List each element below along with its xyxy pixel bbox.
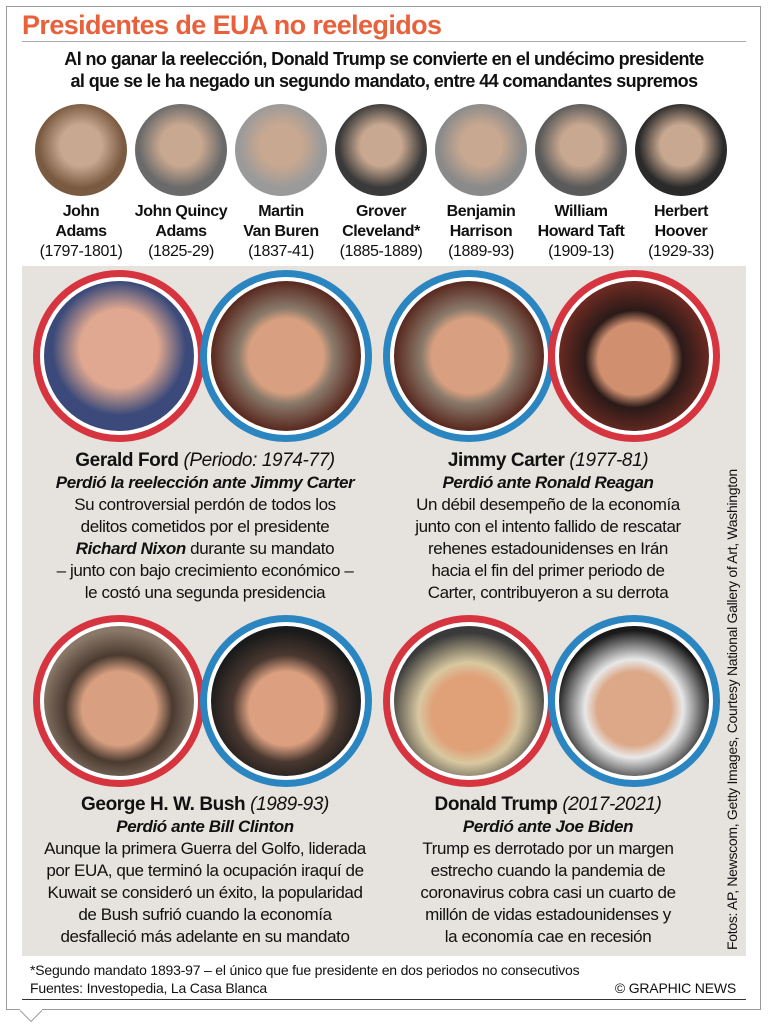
footnote: *Segundo mandato 1893-97 – el único que … <box>30 962 580 978</box>
body-line: Richard Nixon durante su mandato <box>75 539 335 558</box>
frame-tail <box>20 1009 42 1023</box>
body-line: Aunque la primera Guerra del Golfo, lide… <box>44 839 366 858</box>
name-line-2: Hoover <box>654 223 708 240</box>
body-line: Kuwait se consideró un éxito, la popular… <box>47 883 363 902</box>
body-line: Carter, contribuyeron a su derrota <box>427 583 669 602</box>
body-line: le costó una segunda presidencia <box>84 583 326 602</box>
years: (1909-13) <box>548 243 614 260</box>
portrait-early-president <box>635 104 727 196</box>
name-line-1: Martin <box>258 203 304 220</box>
body-line: millón de vidas estadounidenses y <box>425 905 671 924</box>
body-line: desfalleció más adelante en su mandato <box>60 927 350 946</box>
portrait-george-hw-bush <box>33 615 205 787</box>
name-line-2: Van Buren <box>243 223 319 240</box>
lost-to: Perdió la reelección ante Jimmy Carter <box>55 473 355 492</box>
name-line-2: Adams <box>55 223 107 240</box>
early-president-caption: Benjamin Harrison (1889-93) <box>425 202 537 262</box>
sources: Fuentes: Investopedia, La Casa Blanca <box>30 980 267 996</box>
title-rule <box>22 41 746 42</box>
body-line: de Bush sufrió cuando la economía <box>78 905 332 924</box>
period: (2017-2021) <box>562 794 662 815</box>
early-president-caption: Martin Van Buren (1837-41) <box>225 202 337 262</box>
subtitle-line: Al no ganar la reelección, Donald Trump … <box>64 49 704 69</box>
case-text: Gerald Ford (Periodo: 1974-77) Perdió la… <box>30 450 380 604</box>
body-line: – junto con bajo crecimiento económico – <box>56 561 354 580</box>
president-name: Donald Trump <box>434 794 558 815</box>
case-text: Jimmy Carter (1977-81) Perdió ante Ronal… <box>373 450 723 604</box>
early-president-caption: John Adams (1797-1801) <box>25 202 137 262</box>
title: Presidentes de EUA no reelegidos <box>22 10 442 40</box>
period: (Periodo: 1974-77) <box>183 450 335 471</box>
name-line-1: Grover <box>355 203 407 220</box>
portrait-joe-biden <box>548 615 720 787</box>
portrait-early-president <box>135 104 227 196</box>
name-line-2: Harrison <box>449 223 513 240</box>
name-line-1: John <box>62 203 100 220</box>
years: (1885-1889) <box>339 243 423 260</box>
portrait-early-president <box>435 104 527 196</box>
portrait-early-president <box>335 104 427 196</box>
years: (1837-41) <box>248 243 314 260</box>
subtitle: Al no ganar la reelección, Donald Trump … <box>22 48 746 92</box>
years: (1889-93) <box>448 243 514 260</box>
years: (1797-1801) <box>39 243 123 260</box>
name-line-1: Benjamin <box>446 203 516 220</box>
copyright: © GRAPHIC NEWS <box>614 980 736 996</box>
body-line: hacia el fin del primer periodo de <box>431 561 665 580</box>
case-text: Donald Trump (2017-2021) Perdió ante Joe… <box>373 794 723 948</box>
body-line: por EUA, que terminó la ocupación iraquí… <box>46 861 364 880</box>
portrait-jimmy-carter-2 <box>383 270 555 442</box>
body-line: coronavirus cobra casi un cuarto de <box>420 883 676 902</box>
name-line-1: Herbert <box>653 203 709 220</box>
early-president-caption: John Quincy Adams (1825-29) <box>125 202 237 262</box>
body-line: Un débil desempeño de la economía <box>416 495 680 514</box>
years: (1929-33) <box>648 243 714 260</box>
portrait-jimmy-carter <box>200 270 372 442</box>
period: (1989-93) <box>250 794 329 815</box>
period: (1977-81) <box>569 450 649 471</box>
lost-to: Perdió ante Ronald Reagan <box>442 473 654 492</box>
portrait-early-president <box>535 104 627 196</box>
years: (1825-29) <box>148 243 214 260</box>
name-line-2: Adams <box>155 223 207 240</box>
president-name: George H. W. Bush <box>81 794 246 815</box>
body-line: Trump es derrotado por un margen <box>422 839 674 858</box>
president-name: Gerald Ford <box>75 450 179 471</box>
photo-credit: Fotos: AP, Newscom, Getty Images, Courte… <box>724 469 740 950</box>
footer-rule <box>22 999 746 1000</box>
portrait-gerald-ford <box>33 270 205 442</box>
body-line: Su controversial perdón de todos los <box>74 495 336 514</box>
lost-to: Perdió ante Bill Clinton <box>116 817 294 836</box>
body-line: la economía cae en recesión <box>444 927 652 946</box>
portrait-ronald-reagan <box>548 270 720 442</box>
name-line-1: John Quincy <box>134 203 228 220</box>
body-line: estrecho cuando la pandemia de <box>430 861 666 880</box>
portrait-bill-clinton <box>200 615 372 787</box>
name-line-2: Cleveland* <box>342 223 420 240</box>
body-line: junto con el intento fallido de rescatar <box>415 517 681 536</box>
portrait-early-president <box>235 104 327 196</box>
portrait-early-president <box>35 104 127 196</box>
name-line-1: William <box>554 203 608 220</box>
body-line: delitos cometidos por el presidente <box>80 517 330 536</box>
early-president-caption: William Howard Taft (1909-13) <box>525 202 637 262</box>
name-line-2: Howard Taft <box>537 223 625 240</box>
lost-to: Perdió ante Joe Biden <box>462 817 634 836</box>
subtitle-line: al que se le ha negado un segundo mandat… <box>70 71 699 91</box>
case-text: George H. W. Bush (1989-93) Perdió ante … <box>30 794 380 948</box>
body-line: rehenes estadounidenses en Irán <box>428 539 668 558</box>
president-name: Jimmy Carter <box>447 450 565 471</box>
early-president-caption: Grover Cleveland* (1885-1889) <box>325 202 437 262</box>
portrait-donald-trump <box>383 615 555 787</box>
early-president-caption: Herbert Hoover (1929-33) <box>625 202 737 262</box>
